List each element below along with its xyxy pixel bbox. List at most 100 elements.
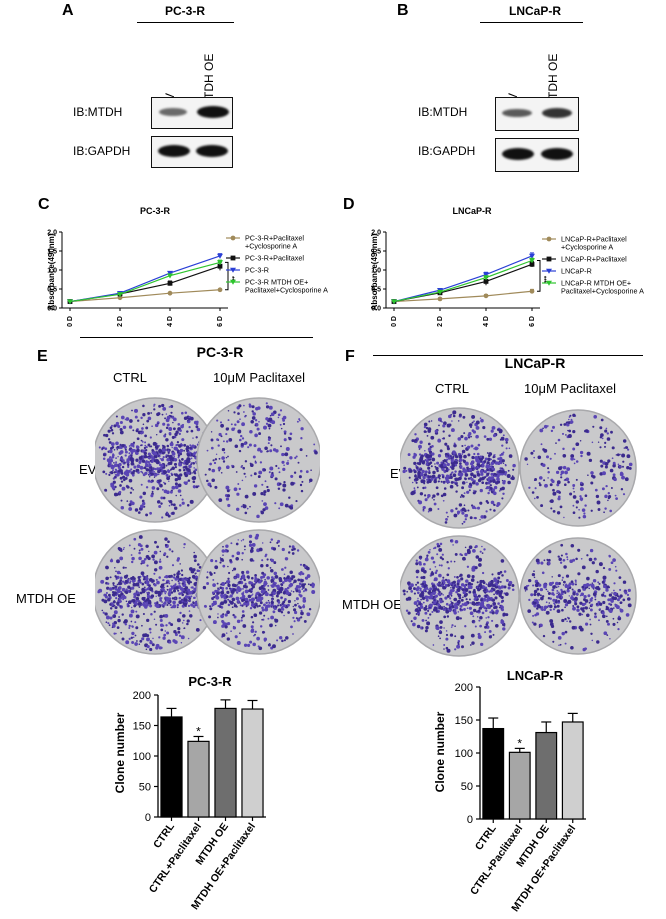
- colony-dot: [145, 486, 149, 489]
- colony-dot: [543, 448, 548, 453]
- colony-dot: [134, 415, 138, 419]
- colony-dot: [493, 503, 496, 506]
- colony-dot: [294, 610, 298, 615]
- colony-dot: [428, 420, 431, 423]
- colony-dot: [269, 466, 274, 471]
- colony-dot: [218, 457, 221, 460]
- colony-dot: [547, 558, 551, 562]
- colony-dot: [578, 516, 581, 519]
- colony-dot: [481, 545, 483, 548]
- colony-dot: [263, 468, 267, 472]
- colony-dot: [167, 591, 172, 596]
- colony-dot: [485, 470, 488, 473]
- colony-dot: [533, 576, 536, 579]
- colony-dot: [204, 473, 207, 476]
- colony-dot: [195, 436, 198, 439]
- colony-dot: [281, 460, 285, 464]
- colony-dot: [470, 435, 472, 438]
- colony-dot: [431, 584, 436, 588]
- colony-dot: [428, 471, 431, 474]
- colony-dot: [292, 590, 295, 593]
- colony-dot: [468, 489, 471, 492]
- colony-dot: [116, 583, 119, 586]
- blot-b-title: LNCaP-R: [508, 4, 561, 18]
- colony-dot: [306, 566, 310, 571]
- line-chart-pc3: PC-3-R Absorbance(490nm) 0.00.51.01.52.0…: [47, 206, 328, 327]
- colony-dot: [277, 487, 281, 491]
- x-tick-label: 4 D: [167, 316, 174, 327]
- colony-dot: [308, 607, 312, 611]
- colony-dot: [565, 477, 570, 482]
- colony-dot: [612, 617, 615, 620]
- colony-dot: [181, 582, 184, 585]
- colony-dot: [267, 589, 270, 591]
- colony-dot: [420, 583, 422, 586]
- colony-dot: [266, 558, 269, 561]
- colony-dot: [133, 465, 137, 469]
- colony-dot: [187, 604, 191, 607]
- colony-dot: [508, 447, 511, 450]
- colony-dot: [498, 594, 502, 598]
- colony-dot: [541, 571, 545, 575]
- colony-dot: [223, 599, 228, 604]
- colony-dot: [554, 603, 556, 606]
- colony-dot: [436, 542, 440, 546]
- colony-dot: [229, 600, 232, 604]
- colony-dot: [572, 511, 576, 515]
- colony-dot: [130, 577, 133, 580]
- colony-dot: [149, 604, 153, 608]
- colony-dot: [431, 445, 434, 448]
- colony-dot: [256, 427, 260, 431]
- colony-dot: [193, 582, 198, 587]
- colony-dot: [158, 404, 162, 408]
- colony-dot: [217, 444, 220, 447]
- colony-dot: [183, 481, 187, 484]
- colony-dot: [590, 474, 594, 478]
- colony-dot: [502, 600, 504, 602]
- colony-dot: [491, 619, 494, 622]
- colony-dot: [615, 497, 618, 500]
- colony-dot: [281, 417, 284, 420]
- colony-dot: [607, 622, 610, 626]
- colony-dot: [210, 438, 214, 442]
- colony-dot: [225, 485, 230, 490]
- colony-dot: [162, 422, 166, 426]
- bar: [214, 707, 237, 818]
- colony-dot: [258, 598, 262, 602]
- colony-dot: [411, 439, 415, 443]
- colony-dot: [427, 427, 432, 432]
- colony-dot: [424, 584, 427, 588]
- colony-dot: [272, 547, 277, 551]
- colony-dot: [453, 442, 456, 445]
- colony-dot: [279, 636, 283, 640]
- colony-dot: [602, 567, 606, 570]
- colony-dot: [190, 429, 194, 433]
- colony-dot: [186, 619, 190, 623]
- colony-dot: [218, 469, 221, 472]
- colony-dot: [413, 592, 416, 595]
- colony-dot: [116, 570, 121, 575]
- colony-dot: [213, 572, 216, 574]
- colony-dot: [122, 548, 125, 551]
- bar: [508, 751, 531, 820]
- colony-dot: [498, 586, 502, 590]
- colony-dot: [220, 614, 224, 619]
- colony-dot: [619, 453, 621, 456]
- colony-dot: [621, 453, 626, 458]
- colony-dot: [254, 461, 257, 464]
- colony-dot: [575, 478, 578, 481]
- colony-dot: [438, 630, 443, 635]
- colony-dot: [451, 420, 453, 422]
- colony-dot: [138, 456, 143, 460]
- colony-dot: [165, 624, 168, 627]
- legend-entry: LNCaP-R MTDH OE+: [561, 279, 631, 288]
- colony-dot: [445, 474, 450, 478]
- colony-dot: [533, 598, 537, 602]
- colony-dot: [568, 429, 572, 433]
- colony-dot: [301, 588, 304, 591]
- colony-dot: [233, 427, 236, 430]
- colony-dot: [601, 614, 606, 619]
- colony-dot: [606, 634, 609, 636]
- colony-dot: [572, 605, 575, 607]
